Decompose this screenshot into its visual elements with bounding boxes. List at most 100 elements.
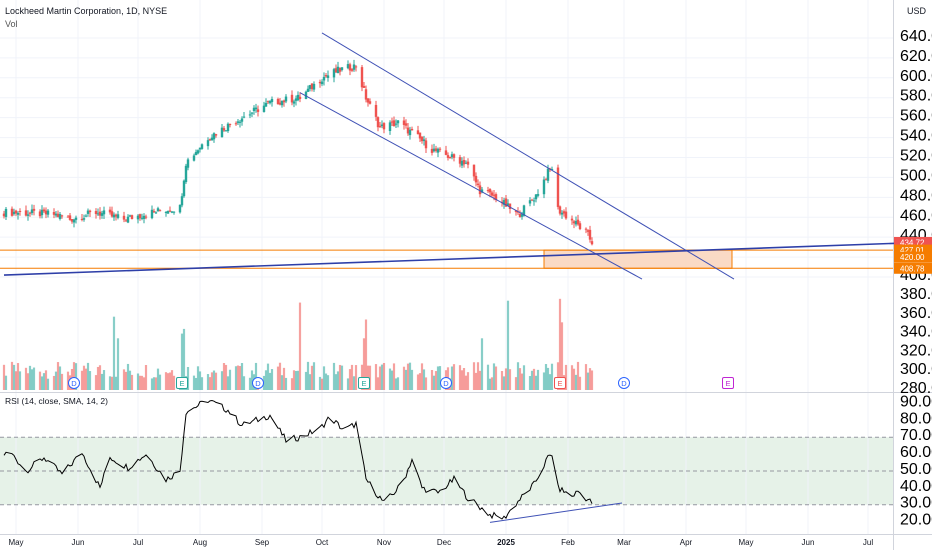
candle-body: [142, 215, 146, 219]
candle-body: [184, 165, 188, 182]
rsi-tick-label: 40.00: [900, 478, 932, 495]
price-badge-label: 408.78: [900, 264, 925, 273]
candle-body: [80, 218, 84, 221]
volume-bar: [332, 362, 336, 390]
candle-body: [348, 64, 352, 71]
volume-bar: [150, 378, 154, 390]
price-tick-label: 600.00: [900, 68, 932, 85]
candle-body: [136, 215, 140, 220]
volume-bar: [572, 368, 576, 390]
rsi-tick-label: 70.00: [900, 427, 932, 444]
candle-body: [532, 200, 536, 202]
volume-bar: [312, 362, 316, 390]
volume-bar: [320, 378, 324, 390]
volume-bar: [14, 371, 18, 390]
volume-bar: [326, 375, 330, 390]
volume-bar: [248, 377, 252, 390]
volume-bar: [544, 364, 548, 390]
volume-bar: [420, 363, 424, 390]
candle-body: [138, 214, 142, 219]
volume-bar: [296, 370, 300, 390]
candle-body: [158, 210, 162, 212]
price-badge: [894, 244, 932, 256]
candle-body: [122, 215, 126, 220]
volume-bar: [504, 368, 508, 390]
candle-body: [438, 148, 442, 150]
candle-body: [534, 194, 538, 200]
rsi-label: RSI (14, close, SMA, 14, 2): [5, 396, 108, 406]
volume-bar: [266, 363, 270, 390]
candle-body: [82, 218, 86, 220]
volume-bar: [172, 375, 176, 390]
volume-bar: [466, 372, 470, 390]
volume-bar: [450, 366, 454, 390]
candle-body: [326, 75, 330, 78]
volume-bar: [476, 362, 480, 390]
volume-bar: [522, 365, 526, 390]
candle-body: [276, 98, 280, 105]
candle-body: [460, 160, 464, 166]
volume-bar: [282, 367, 286, 390]
candle-body: [152, 211, 156, 213]
gridlines: [0, 0, 893, 534]
candle-body: [278, 102, 282, 105]
candle-body: [346, 64, 350, 69]
volume-bar: [368, 365, 372, 390]
volume-bar: [156, 368, 160, 390]
volume-bar: [52, 375, 56, 390]
volume-bar: [112, 316, 116, 390]
candle-body: [164, 211, 168, 213]
volume-bar: [534, 375, 538, 390]
candle-body: [292, 101, 296, 104]
event-marker-label: E: [179, 379, 184, 388]
volume-bar: [502, 376, 506, 390]
support-trendline: [3, 241, 929, 276]
candle-body: [422, 139, 426, 142]
volume-bar: [542, 372, 546, 390]
rsi-tick-label: 80.00: [900, 410, 932, 427]
candle-body: [60, 215, 64, 217]
candle-body: [280, 100, 284, 106]
volume-bar: [110, 376, 114, 390]
candle-body: [360, 67, 364, 88]
candle-body: [570, 218, 574, 221]
candle-body: [396, 120, 400, 124]
volume-bar: [214, 372, 218, 390]
price-tick-label: 520.00: [900, 147, 932, 164]
candle-body: [394, 123, 398, 125]
candle-body: [588, 229, 592, 240]
price-tick-label: 580.00: [900, 88, 932, 105]
volume-bar: [392, 363, 396, 390]
volume-bar: [422, 369, 426, 390]
volume-bar: [236, 365, 240, 390]
volume-bar: [494, 366, 498, 390]
volume-bar: [94, 375, 98, 390]
volume-bar: [38, 371, 42, 390]
candle-body: [102, 210, 106, 215]
volume-bar: [86, 362, 90, 390]
candle-body: [110, 211, 114, 217]
candle-body: [402, 120, 406, 125]
candle-body: [408, 129, 412, 136]
candle-body: [574, 220, 578, 225]
time-tick-label: 2025: [497, 538, 515, 547]
event-marker-label: D: [255, 379, 261, 388]
volume-bar: [54, 371, 58, 390]
candle-body: [4, 208, 8, 217]
volume-bar: [12, 364, 16, 390]
candle-body: [58, 214, 62, 219]
candle-body: [390, 121, 394, 123]
candle-body: [186, 159, 190, 168]
volume-bar: [324, 373, 328, 390]
event-marker-label: D: [621, 379, 627, 388]
volume-bar: [322, 366, 326, 390]
volume-bar: [250, 370, 254, 390]
price-tick-label: 480.00: [900, 187, 932, 204]
rsi-tick-label: 60.00: [900, 444, 932, 461]
volume-bar: [490, 377, 494, 390]
volume-bar: [210, 372, 214, 390]
volume-bar: [338, 364, 342, 390]
volume-tick-label: 380.00: [900, 286, 932, 303]
candle-body: [364, 89, 368, 100]
